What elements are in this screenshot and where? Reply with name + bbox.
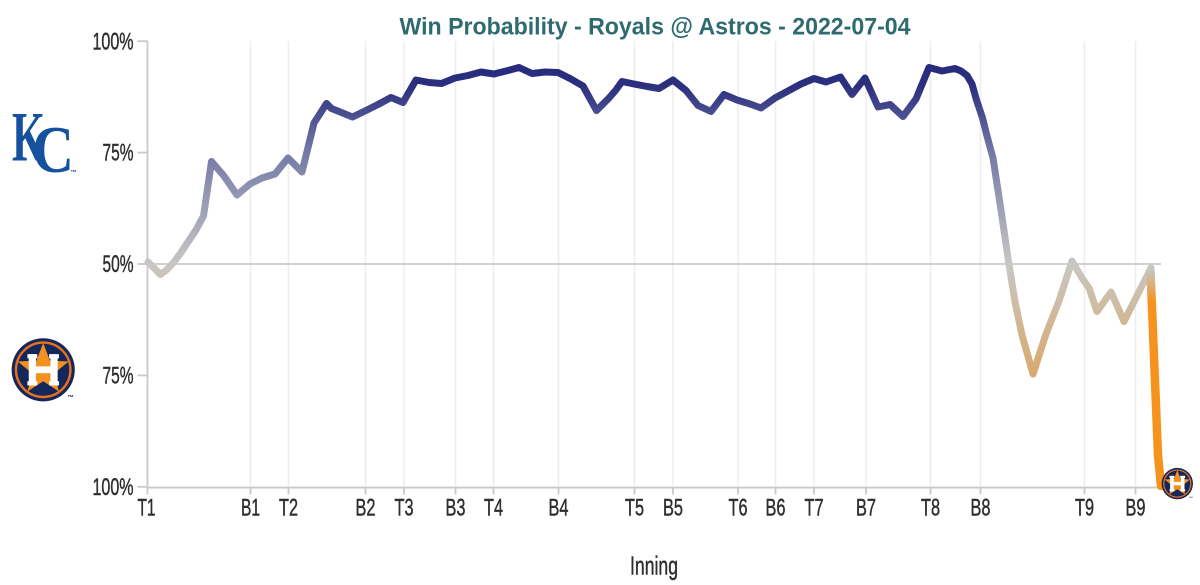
svg-text:B4: B4	[549, 495, 569, 522]
svg-text:T9: T9	[1075, 495, 1094, 522]
svg-text:75%: 75%	[103, 140, 134, 167]
svg-text:B7: B7	[856, 495, 876, 522]
svg-text:Win Probability - Royals @ Ast: Win Probability - Royals @ Astros - 2022…	[400, 13, 911, 40]
svg-text:T7: T7	[805, 495, 824, 522]
svg-text:Inning: Inning	[630, 551, 678, 581]
svg-text:T3: T3	[395, 495, 414, 522]
svg-text:B3: B3	[446, 495, 466, 522]
svg-text:T5: T5	[625, 495, 644, 522]
svg-text:™: ™	[1189, 496, 1193, 501]
svg-text:B2: B2	[356, 495, 376, 522]
svg-text:T6: T6	[729, 495, 748, 522]
svg-text:K: K	[12, 99, 45, 177]
svg-text:B1: B1	[241, 495, 260, 522]
svg-text:B5: B5	[663, 495, 683, 522]
svg-text:C: C	[32, 113, 74, 187]
svg-text:100%: 100%	[93, 474, 134, 501]
svg-text:T1: T1	[138, 495, 156, 522]
svg-text:50%: 50%	[103, 251, 134, 278]
svg-text:T4: T4	[484, 495, 503, 522]
svg-text:B8: B8	[971, 495, 991, 522]
svg-text:75%: 75%	[103, 363, 134, 390]
svg-text:100%: 100%	[93, 28, 134, 55]
svg-text:B6: B6	[766, 495, 786, 522]
svg-text:™: ™	[71, 170, 78, 177]
svg-text:T8: T8	[921, 495, 940, 522]
svg-text:™: ™	[68, 395, 75, 402]
svg-text:T2: T2	[279, 495, 298, 522]
svg-text:B9: B9	[1126, 495, 1146, 522]
